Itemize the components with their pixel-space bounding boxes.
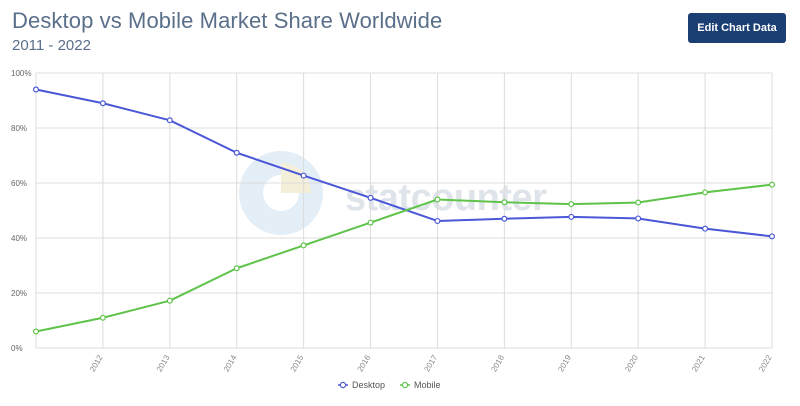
- data-point-desktop: [501, 215, 508, 222]
- x-tick-label: 2018: [489, 353, 506, 373]
- data-point-mobile: [434, 196, 441, 203]
- x-tick-label: 2021: [690, 353, 707, 373]
- data-point-mobile: [501, 199, 508, 206]
- series-line-desktop: [35, 88, 773, 238]
- watermark-text: statcounter: [345, 177, 547, 219]
- data-point-desktop: [99, 100, 106, 107]
- data-point-desktop: [568, 213, 575, 220]
- x-tick-label: 2014: [222, 353, 239, 373]
- data-point-desktop: [367, 194, 374, 201]
- y-tick-label: 100%: [11, 69, 31, 78]
- data-point-desktop: [635, 215, 642, 222]
- data-point-mobile: [99, 314, 106, 321]
- y-tick-label: 0%: [11, 344, 23, 353]
- data-point-mobile: [166, 297, 173, 304]
- x-tick-label: 2022: [757, 353, 774, 373]
- data-point-mobile: [233, 265, 240, 272]
- y-tick-label: 80%: [11, 124, 27, 133]
- legend: Desktop Mobile: [338, 380, 441, 390]
- data-point-mobile: [300, 242, 307, 249]
- legend-label-desktop: Desktop: [352, 380, 385, 390]
- x-tick-label: 2020: [623, 353, 640, 373]
- y-tick-label: 20%: [11, 289, 27, 298]
- data-point-desktop: [768, 233, 775, 240]
- series-group: [32, 86, 775, 335]
- x-tick-label: 2012: [88, 353, 105, 373]
- data-point-desktop: [434, 217, 441, 224]
- series-line-mobile: [35, 183, 773, 333]
- y-tick-label: 40%: [11, 234, 27, 243]
- edit-chart-data-button[interactable]: Edit Chart Data: [688, 13, 786, 43]
- x-tick-label: 2017: [422, 353, 439, 373]
- data-point-mobile: [702, 189, 709, 196]
- chart-title: Desktop vs Mobile Market Share Worldwide: [12, 8, 443, 33]
- legend-label-mobile: Mobile: [414, 380, 441, 390]
- data-point-mobile: [768, 181, 775, 188]
- data-point-mobile: [635, 199, 642, 206]
- chart-subtitle: 2011 - 2022: [12, 37, 91, 54]
- x-tick-label: 2015: [289, 353, 306, 373]
- data-point-mobile: [367, 219, 374, 226]
- data-point-mobile: [568, 201, 575, 208]
- legend-marker-desktop: [339, 381, 347, 389]
- gridlines: [35, 72, 773, 349]
- data-point-desktop: [32, 86, 39, 93]
- data-point-mobile: [32, 328, 39, 335]
- legend-marker-mobile: [401, 381, 409, 389]
- data-point-desktop: [702, 225, 709, 232]
- x-tick-label: 2013: [155, 353, 172, 373]
- data-point-desktop: [300, 172, 307, 179]
- y-tick-label: 60%: [11, 179, 27, 188]
- data-point-desktop: [233, 149, 240, 156]
- x-tick-label: 2016: [356, 353, 373, 373]
- x-tick-label: 2019: [556, 353, 573, 373]
- data-point-desktop: [166, 117, 173, 124]
